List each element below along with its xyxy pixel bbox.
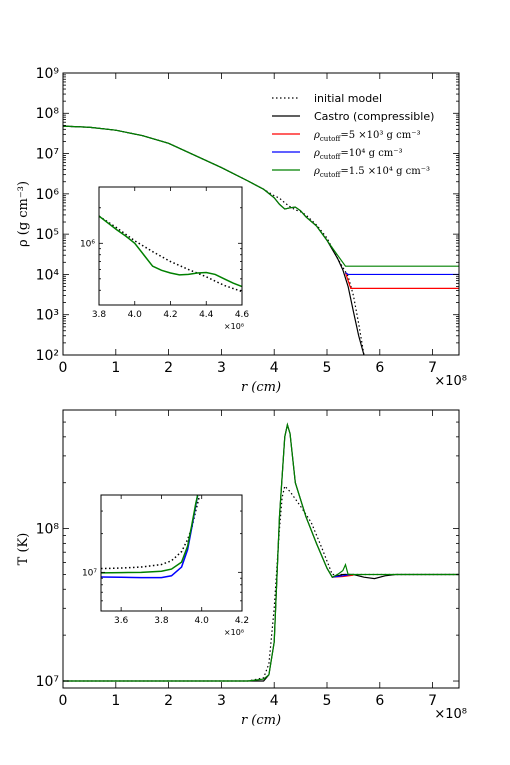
series-line-2 — [101, 495, 199, 574]
x-tick-label: 7 — [428, 693, 437, 709]
legend: initial model Castro (compressible) ρcutof… — [272, 92, 434, 179]
inset-frame — [100, 494, 243, 612]
x-tick-label: 3.6 — [114, 616, 129, 626]
x-tick-label: 4.2 — [163, 310, 177, 320]
x-tick-label: 3 — [217, 360, 226, 376]
y-axis-label: T (K) — [16, 533, 31, 566]
y-tick-label: 10⁹ — [36, 66, 60, 82]
plot-frame — [62, 72, 460, 356]
series-line-1 — [99, 215, 242, 288]
x-tick-label: 4.0 — [128, 310, 143, 320]
y-tick-label: 10⁸ — [36, 106, 60, 122]
y-tick-label: 10⁷ — [36, 146, 59, 162]
y-tick-label: 10⁷ — [82, 568, 97, 578]
y-tick-label: 10⁶ — [80, 239, 95, 249]
x-axis-multiplier: ×10⁸ — [434, 707, 467, 722]
x-tick-label: 4.6 — [235, 310, 250, 320]
x-tick-label: 3.8 — [92, 310, 107, 320]
inset-background — [101, 495, 242, 611]
y-tick-label: 10⁷ — [36, 674, 59, 690]
series-line-3 — [345, 272, 459, 276]
x-tick-label: 4 — [270, 693, 279, 709]
x-tick-label: 1 — [111, 360, 120, 376]
x-axis-label: r (cm) — [241, 380, 281, 395]
inset-x-multiplier: ×10⁸ — [224, 322, 244, 331]
inset-background — [99, 187, 242, 305]
x-tick-label: 2 — [164, 360, 173, 376]
density-panel: 0 1 2 3 4 5 6 7 10² 10³ 10⁴ 10⁵ 10⁶ 10⁷ 10⁸ 10⁹ r (cm) ×1… — [16, 66, 467, 395]
y-tick-label: 10⁶ — [36, 187, 60, 203]
y-axis-label: ρ (g cm⁻³) — [16, 181, 31, 247]
x-tick-label: 6 — [375, 693, 384, 709]
y-tick-label: 10⁵ — [36, 227, 59, 243]
x-tick-label: 5 — [323, 693, 332, 709]
legend-label-0: initial model — [314, 92, 382, 105]
x-tick-label: 5 — [323, 360, 332, 376]
x-tick-label: 4.4 — [199, 310, 214, 320]
x-axis-label: r (cm) — [241, 713, 281, 728]
x-tick-label: 2 — [164, 693, 173, 709]
x-tick-label: 4 — [270, 360, 279, 376]
y-tick-label: 10³ — [36, 308, 59, 324]
series-line-4 — [63, 422, 459, 682]
inset-x-multiplier: ×10⁸ — [224, 628, 244, 637]
x-tick-label: 0 — [59, 693, 68, 709]
x-tick-label: 7 — [428, 360, 437, 376]
y-tick-label: 10⁴ — [36, 267, 60, 283]
legend-label-3: ρcutoff=10⁴ g cm⁻³ — [313, 148, 403, 161]
x-tick-label: 3 — [217, 693, 226, 709]
series-line-2 — [344, 272, 459, 289]
x-tick-label: 4.0 — [195, 616, 210, 626]
x-tick-label: 0 — [59, 360, 68, 376]
x-tick-label: 1 — [111, 693, 120, 709]
temperature-panel: 0 1 2 3 4 5 6 7 10⁷ 10⁸ r (cm) ×10⁸ T (K) 3.6 3.8 4.0 4.… — [16, 409, 467, 728]
legend-label-2: ρcutoff=5 ×10³ g cm⁻³ — [313, 130, 421, 143]
plot-frame — [62, 409, 460, 689]
y-tick-label: 10⁸ — [36, 522, 60, 538]
x-tick-label: 3.8 — [154, 616, 169, 626]
legend-label-1: Castro (compressible) — [314, 110, 434, 123]
x-tick-label: 6 — [375, 360, 384, 376]
series-line-0 — [99, 215, 242, 293]
legend-label-4: ρcutoff=1.5 ×10⁴ g cm⁻³ — [313, 166, 430, 179]
series-line-4 — [63, 125, 459, 267]
y-tick-label: 10² — [36, 348, 59, 364]
x-axis-multiplier: ×10⁸ — [434, 374, 467, 389]
x-tick-label: 4.2 — [235, 616, 249, 626]
